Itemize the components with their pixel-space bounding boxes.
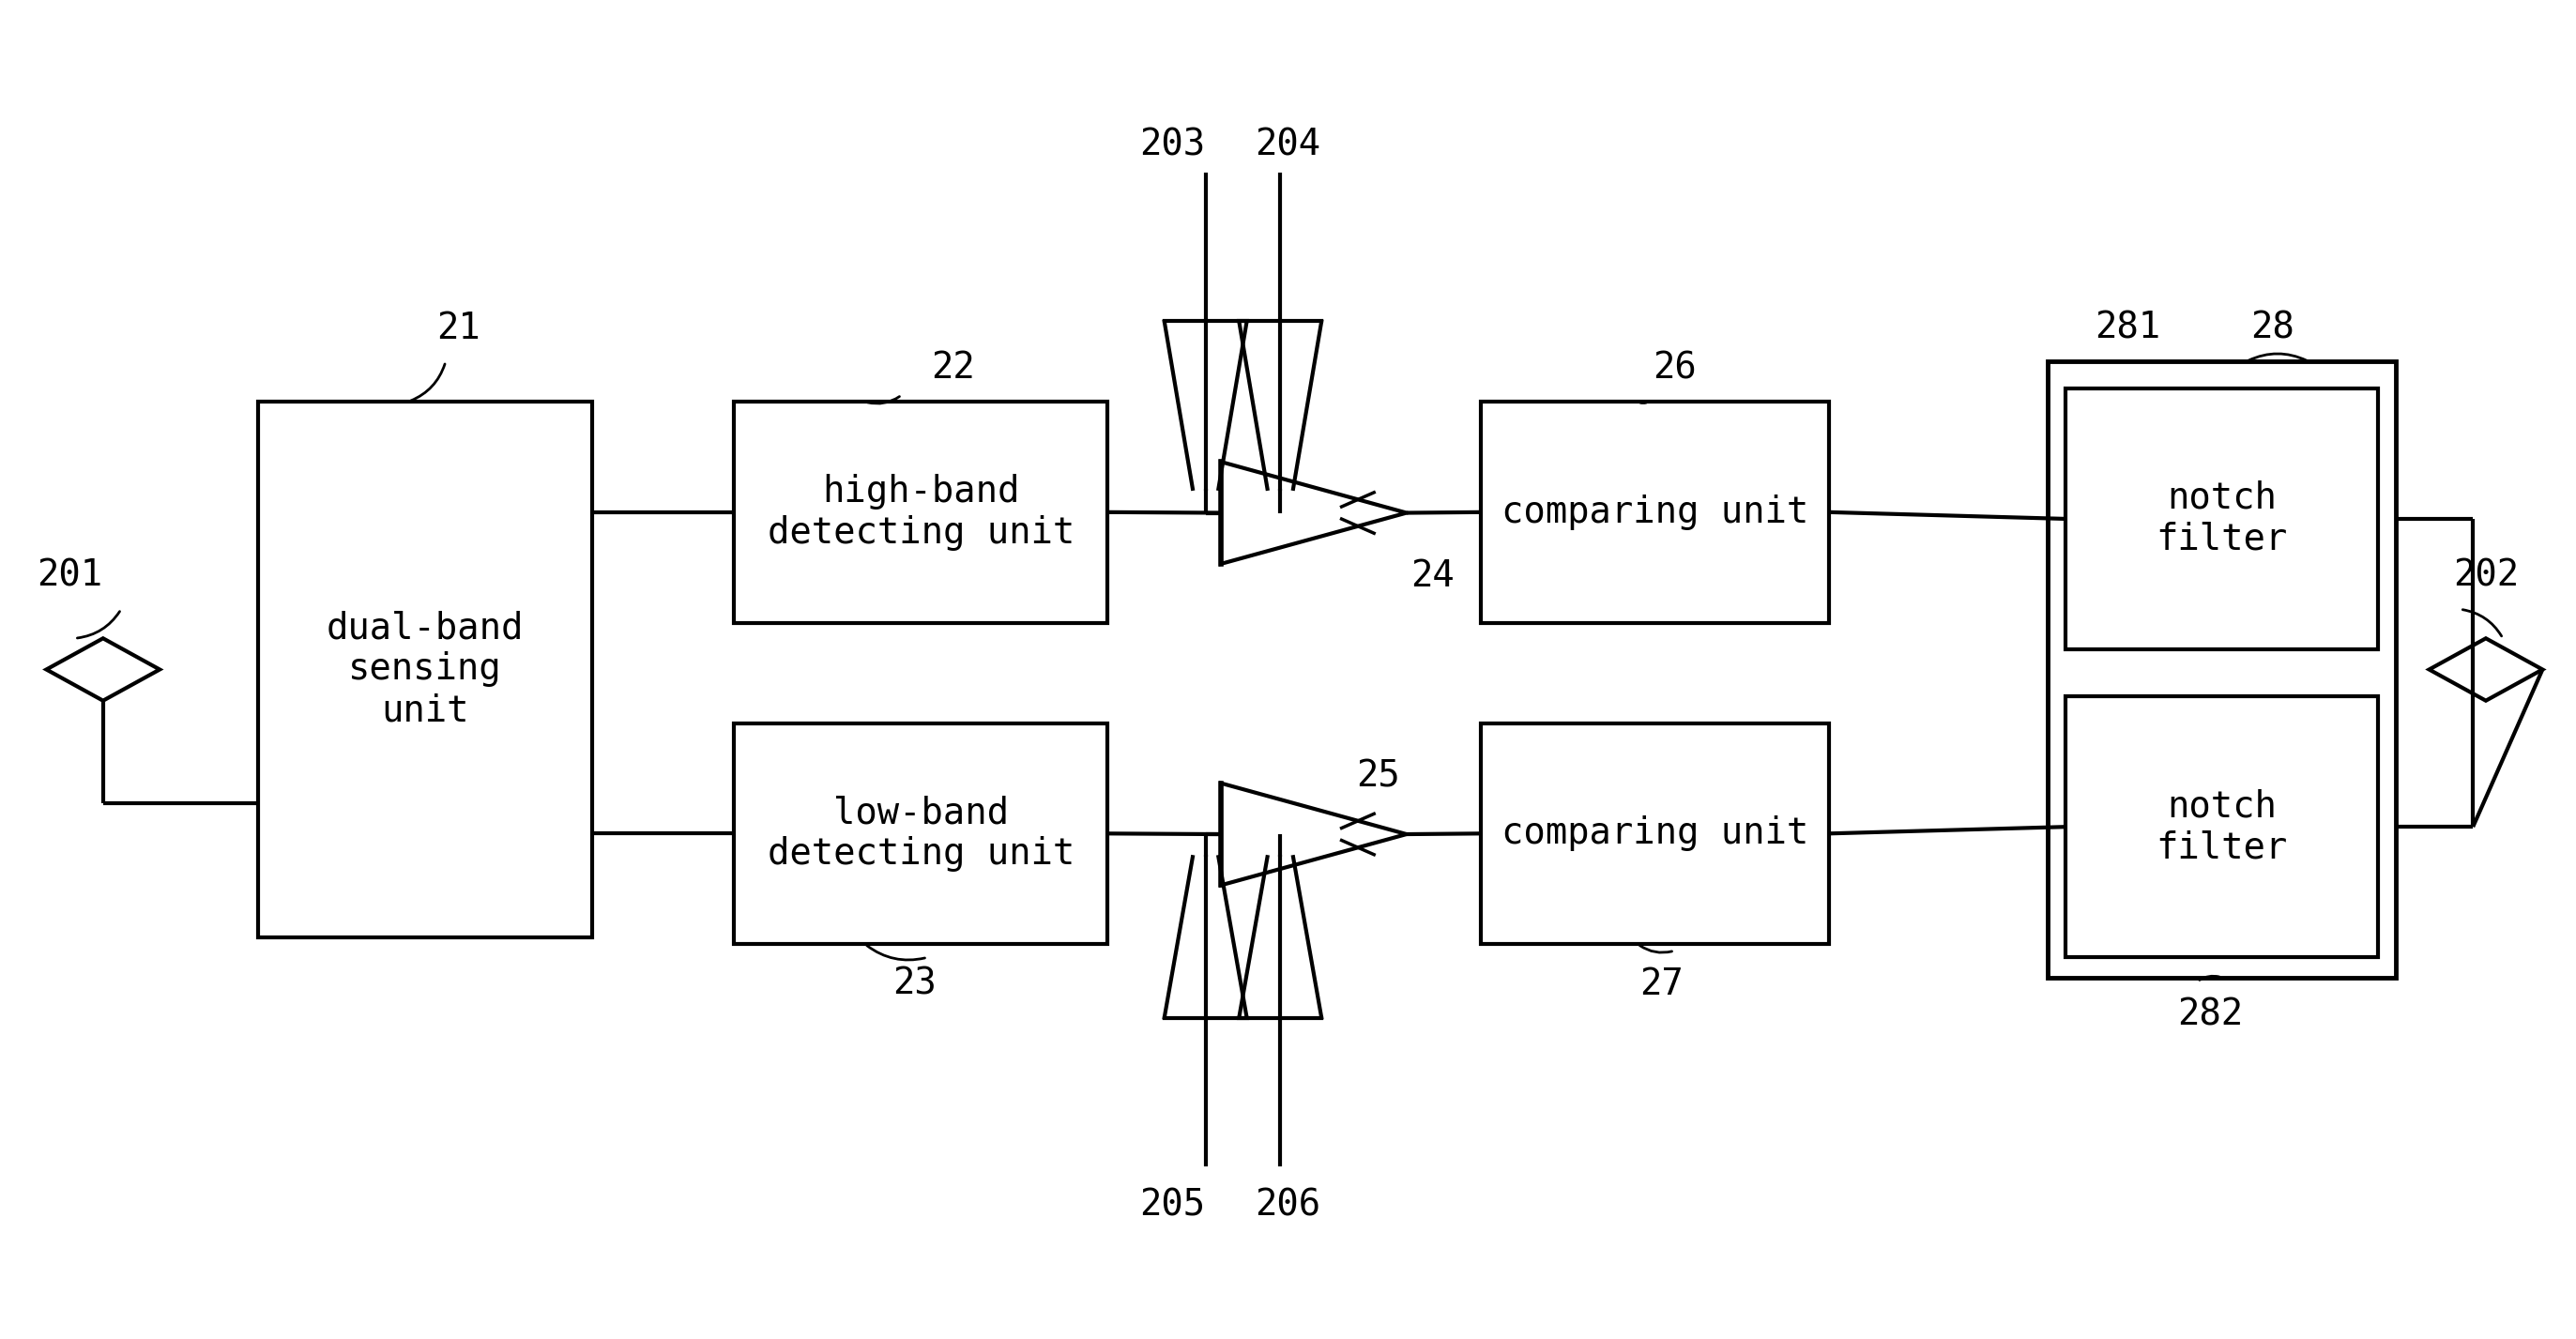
Text: 26: 26: [1651, 351, 1698, 386]
Text: 28: 28: [2249, 311, 2295, 345]
Text: 281: 281: [2094, 311, 2161, 345]
Text: 21: 21: [435, 311, 482, 345]
Text: notch
filter: notch filter: [2156, 789, 2287, 865]
Text: 201: 201: [36, 558, 103, 593]
Text: 202: 202: [2452, 558, 2519, 593]
Text: 282: 282: [2177, 998, 2244, 1032]
Bar: [2066, 696, 2378, 957]
Text: high-band
detecting unit: high-band detecting unit: [768, 474, 1074, 550]
Text: notch
filter: notch filter: [2156, 481, 2287, 557]
Bar: [1481, 402, 1829, 623]
Text: 206: 206: [1255, 1188, 1321, 1223]
Text: comparing unit: comparing unit: [1502, 494, 1808, 530]
Text: comparing unit: comparing unit: [1502, 815, 1808, 852]
Bar: [2048, 362, 2396, 977]
Text: 27: 27: [1638, 967, 1685, 1002]
Bar: [1481, 723, 1829, 944]
Bar: [258, 402, 592, 937]
Text: 204: 204: [1255, 127, 1321, 162]
Text: 22: 22: [930, 351, 976, 386]
Text: dual-band
sensing
unit: dual-band sensing unit: [327, 611, 523, 728]
Bar: [2066, 388, 2378, 649]
Text: low-band
detecting unit: low-band detecting unit: [768, 795, 1074, 872]
Bar: [734, 402, 1108, 623]
Text: 23: 23: [891, 967, 938, 1002]
Text: 203: 203: [1139, 127, 1206, 162]
Text: 205: 205: [1139, 1188, 1206, 1223]
Bar: [734, 723, 1108, 944]
Text: 24: 24: [1409, 558, 1455, 593]
Text: 25: 25: [1355, 759, 1401, 794]
